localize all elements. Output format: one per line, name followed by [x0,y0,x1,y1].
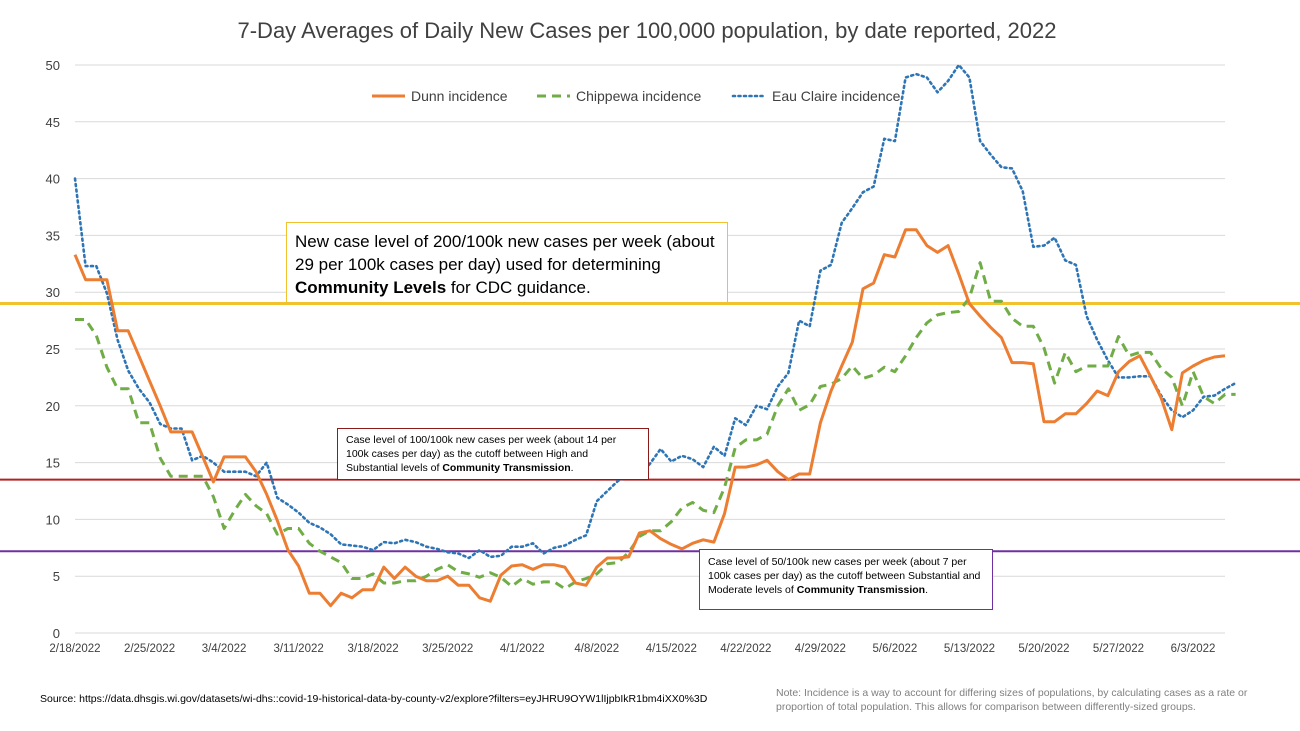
annotation-bold-text: Community Transmission [796,584,926,596]
y-tick-label: 50 [46,58,60,73]
annotation-text-end: for CDC guidance. [446,278,591,297]
series-line-chippewa-incidence [75,261,1236,591]
legend-label: Dunn incidence [411,88,508,104]
annotation-bold-text: Community Levels [295,278,447,297]
x-tick-label: 4/15/2022 [646,643,697,655]
annotation-text: Case level of 50/100k new cases per week… [708,556,981,596]
y-tick-label: 40 [46,172,60,187]
x-tick-label: 3/25/2022 [422,643,473,655]
chart-title: 7-Day Averages of Daily New Cases per 10… [238,18,1057,43]
legend: Dunn incidence Chippewa incidence Eau Clai… [372,88,901,104]
x-tick-label: 4/8/2022 [574,643,619,655]
legend-label: Chippewa incidence [576,88,702,104]
x-tick-label: 5/6/2022 [873,643,918,655]
y-tick-label: 5 [53,569,60,584]
y-tick-label: 25 [46,342,60,357]
y-tick-label: 15 [46,456,60,471]
x-tick-label: 4/22/2022 [720,643,771,655]
x-tick-label: 3/11/2022 [273,643,323,655]
x-tick-label: 5/20/2022 [1018,643,1069,655]
source-note: Source: https://data.dhsgis.wi.gov/datas… [40,693,708,705]
x-axis: 2/18/2022 2/25/2022 3/4/2022 3/11/2022 3/18/… [49,643,1215,655]
series-layer [73,63,1237,608]
x-tick-label: 4/1/2022 [500,643,545,655]
high-transmission-annotation: Case level of 100/100k new cases per wee… [337,428,649,480]
annotation-text-end: . [570,462,574,474]
cdc-community-level-annotation: New case level of 200/100k new cases per… [286,222,728,303]
x-tick-label: 5/27/2022 [1093,643,1144,655]
legend-label: Eau Claire incidence [772,88,901,104]
x-tick-label: 2/25/2022 [124,643,175,655]
y-tick-label: 10 [46,512,60,527]
annotation-text-end: . [925,584,928,596]
annotation-text: Case level of 100/100k new cases per wee… [346,434,617,474]
incidence-note: Note: Incidence is a way to account for … [776,687,1248,713]
grid-layer [75,64,1225,634]
y-axis: 0 5 10 15 20 25 30 35 40 45 50 [46,58,60,641]
x-tick-label: 2/18/2022 [49,643,100,655]
x-tick-label: 6/3/2022 [1171,643,1216,655]
annotation-text: New case level of 200/100k new cases per… [295,232,715,274]
y-tick-label: 35 [46,228,60,243]
x-tick-label: 3/4/2022 [202,643,247,655]
y-tick-label: 30 [46,285,60,300]
y-tick-label: 45 [46,115,60,130]
reference-lines [0,302,1300,553]
x-tick-label: 4/29/2022 [795,643,846,655]
moderate-transmission-annotation: Case level of 50/100k new cases per week… [699,549,993,610]
y-tick-label: 20 [46,399,60,414]
x-tick-label: 3/18/2022 [348,643,399,655]
series-line-dunn-incidence [73,228,1226,608]
x-tick-label: 5/13/2022 [944,643,995,655]
series-line-eau-claire-incidence [73,63,1237,560]
y-tick-label: 0 [53,626,60,641]
annotation-bold-text: Community Transmission [442,462,571,474]
